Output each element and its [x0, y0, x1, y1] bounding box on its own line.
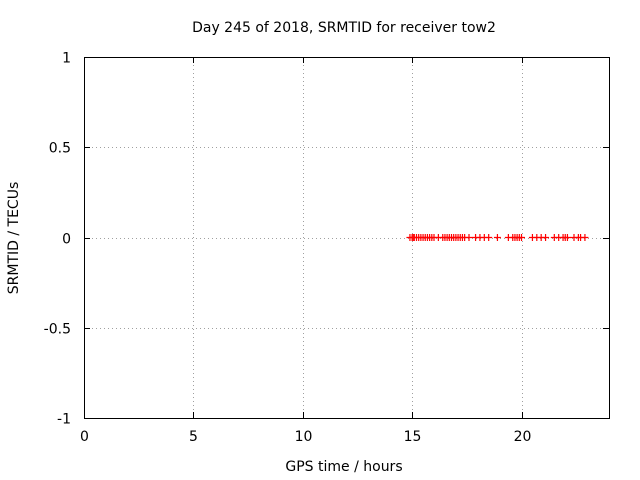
x-tick-label: 5 [189, 429, 198, 445]
data-point [518, 234, 525, 241]
y-tick-label: -0.5 [44, 322, 71, 338]
data-point [485, 234, 493, 241]
x-tick-label: 0 [80, 429, 89, 445]
data-point [542, 234, 550, 241]
x-tick-label: 20 [514, 429, 532, 445]
axis-ticks [84, 57, 609, 419]
chart-title: Day 245 of 2018, SRMTID for receiver tow… [192, 20, 496, 36]
data-point [493, 234, 501, 241]
y-tick-label: 1 [62, 51, 71, 67]
y-tick-label: 0 [62, 232, 71, 248]
data-points [406, 234, 589, 241]
x-axis-label: GPS time / hours [285, 459, 402, 475]
data-point [563, 234, 571, 241]
x-tick-label: 15 [404, 429, 422, 445]
y-tick-label: 0.5 [49, 141, 71, 157]
data-point [465, 234, 473, 241]
y-tick-label: -1 [57, 412, 71, 428]
tick-labels: 0 5 10 15 20 -1 -0.5 0 0.5 1 [44, 51, 532, 446]
y-axis-label: SRMTID / TECUs [6, 182, 22, 295]
data-point [581, 234, 589, 241]
x-tick-label: 10 [295, 429, 313, 445]
